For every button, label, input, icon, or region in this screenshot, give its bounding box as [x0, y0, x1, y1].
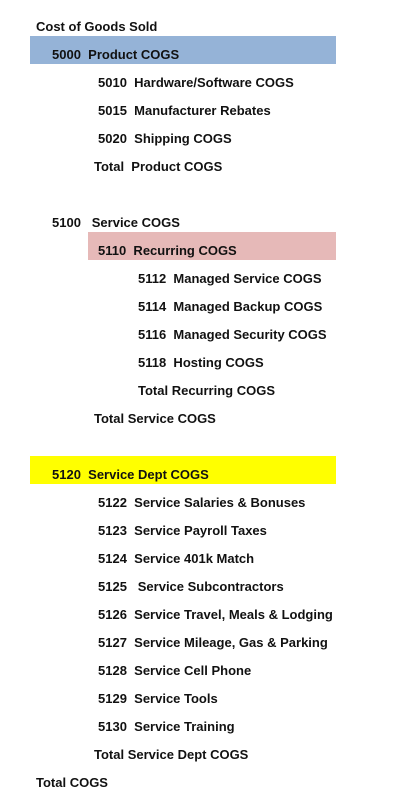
product-cogs-total: Total Product COGS	[94, 159, 223, 174]
account-5130: 5130 Service Training	[98, 719, 235, 734]
service-cogs-total: Total Service COGS	[94, 411, 216, 426]
account-5123: 5123 Service Payroll Taxes	[98, 523, 267, 538]
product-cogs-header: 5000 Product COGS	[52, 47, 180, 62]
service-dept-cogs-total: Total Service Dept COGS	[94, 747, 249, 762]
account-5116: 5116 Managed Security COGS	[138, 327, 327, 342]
service-cogs-header: 5100 Service COGS	[52, 215, 180, 230]
account-5122: 5122 Service Salaries & Bonuses	[98, 495, 306, 510]
recurring-cogs-highlight	[88, 232, 336, 260]
account-5124: 5124 Service 401k Match	[98, 551, 255, 566]
total-cogs: Total COGS	[36, 775, 108, 790]
account-5127: 5127 Service Mileage, Gas & Parking	[98, 635, 328, 650]
product-cogs-highlight	[30, 36, 336, 64]
recurring-cogs-total: Total Recurring COGS	[138, 383, 275, 398]
account-5112: 5112 Managed Service COGS	[138, 271, 322, 286]
account-5010: 5010 Hardware/Software COGS	[98, 75, 294, 90]
account-5020: 5020 Shipping COGS	[98, 131, 232, 146]
account-5015: 5015 Manufacturer Rebates	[98, 103, 271, 118]
account-5114: 5114 Managed Backup COGS	[138, 299, 323, 314]
account-5128: 5128 Service Cell Phone	[98, 663, 252, 678]
account-5118: 5118 Hosting COGS	[138, 355, 264, 370]
account-5125: 5125 Service Subcontractors	[98, 579, 284, 594]
account-5126: 5126 Service Travel, Meals & Lodging	[98, 607, 333, 622]
service-dept-cogs-highlight	[30, 456, 336, 484]
recurring-cogs-header: 5110 Recurring COGS	[98, 243, 237, 258]
account-5129: 5129 Service Tools	[98, 691, 218, 706]
page-title: Cost of Goods Sold	[36, 19, 158, 34]
service-dept-cogs-header: 5120 Service Dept COGS	[52, 467, 209, 482]
